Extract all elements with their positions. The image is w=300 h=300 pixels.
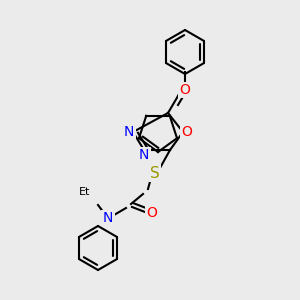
Text: O: O	[182, 125, 192, 139]
Text: N: N	[124, 125, 134, 139]
Text: N: N	[103, 211, 113, 225]
Text: O: O	[180, 83, 190, 97]
Text: S: S	[150, 166, 160, 181]
Text: N: N	[139, 148, 149, 162]
Text: O: O	[147, 206, 158, 220]
Text: Et: Et	[79, 187, 91, 197]
